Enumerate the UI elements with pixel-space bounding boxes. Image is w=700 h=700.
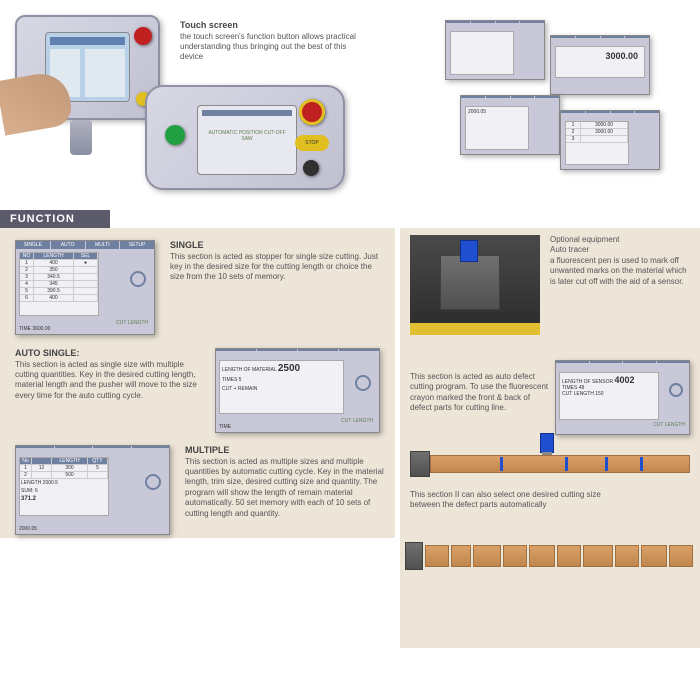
- optional-text: Optional equipment Auto tracer a fluores…: [550, 235, 690, 287]
- autodefect-text: This section is acted as auto defect cut…: [410, 372, 550, 414]
- touchscreen-title: Touch screen: [180, 20, 360, 32]
- single-panel: SINGLEAUTOMULTISETUP NOLENGTHSEL 1400● 2…: [15, 240, 155, 335]
- multiple-panel: NoLENGTHQTY 1123005 2500 LENGTH 2000.5 S…: [15, 445, 170, 535]
- bottom-text: This section II can also select one desi…: [410, 490, 610, 511]
- autodefect-panel: LENGTH OF SENSOR 4002 TIMES 48 CUT LENGT…: [555, 360, 690, 435]
- equipment-photo: [410, 235, 540, 335]
- cutlength-label: CUT LENGTH: [653, 422, 685, 428]
- control-panel-front: AUTOMATIC POSITION CUT-OFF SAW STOP: [145, 85, 345, 190]
- logo-icon: [669, 383, 683, 397]
- panel-label: AUTOMATIC POSITION CUT-OFF SAW: [204, 130, 290, 142]
- stand-icon: [70, 120, 92, 155]
- sensor-icon: [540, 433, 554, 453]
- estop-icon: [299, 99, 325, 125]
- logo-icon: [145, 474, 161, 490]
- autosingle-panel: LENGTH OF MATERIAL 2500 TIMES 5 CUT + RE…: [215, 348, 380, 433]
- multiple-text: MULTIPLE This section is acted as multip…: [185, 445, 390, 519]
- logo-icon: [130, 271, 146, 287]
- single-text: SINGLE This section is acted as stopper …: [170, 240, 380, 283]
- logo-icon: [355, 375, 371, 391]
- touchscreen-body: the touch screen's function button allow…: [180, 32, 360, 63]
- green-button-icon: [165, 125, 185, 145]
- red-knob-icon: [134, 27, 152, 45]
- thumbnail-1: [445, 20, 545, 80]
- touchscreen-text-block: Touch screen the touch screen's function…: [180, 20, 360, 63]
- thumbnail-2: 3000.00: [550, 35, 650, 95]
- function-header: FUNCTION: [0, 210, 110, 228]
- stop-label: STOP: [295, 135, 329, 151]
- thumbnail-3: 2000.05: [460, 95, 560, 155]
- wood-strip-1: [410, 455, 690, 473]
- black-knob-icon: [303, 160, 319, 176]
- autosingle-text: AUTO SINGLE: This section is acted as si…: [15, 348, 205, 401]
- wood-strip-2: [405, 545, 695, 567]
- thumbnail-4: 13000.00 23000.00 3: [560, 110, 660, 170]
